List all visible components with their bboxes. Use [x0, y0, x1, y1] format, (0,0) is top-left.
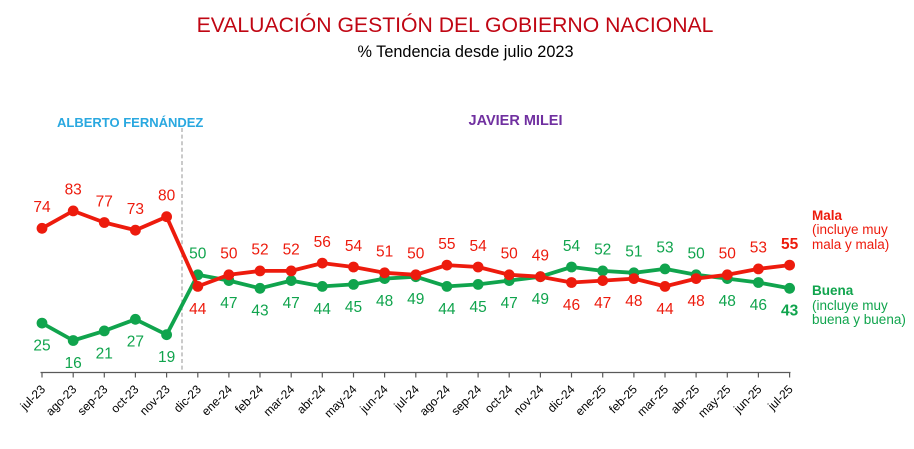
svg-text:may-24: may-24: [321, 382, 359, 420]
svg-text:47: 47: [283, 295, 300, 312]
svg-text:49: 49: [532, 248, 549, 265]
svg-text:48: 48: [687, 293, 704, 310]
svg-text:50: 50: [687, 246, 705, 263]
svg-text:sep-24: sep-24: [448, 382, 484, 418]
svg-text:25: 25: [33, 338, 50, 355]
svg-text:44: 44: [314, 301, 332, 318]
svg-text:ene-25: ene-25: [572, 382, 609, 419]
svg-text:50: 50: [220, 246, 238, 263]
svg-text:jun-24: jun-24: [357, 382, 391, 416]
svg-text:nov-24: nov-24: [511, 382, 547, 418]
svg-text:ago-23: ago-23: [43, 382, 80, 419]
svg-text:mar-24: mar-24: [261, 382, 298, 419]
svg-text:73: 73: [127, 201, 144, 218]
svg-text:47: 47: [501, 295, 518, 312]
svg-text:46: 46: [750, 297, 767, 314]
svg-text:55: 55: [781, 236, 799, 253]
svg-text:43: 43: [781, 303, 799, 320]
svg-text:44: 44: [656, 301, 674, 318]
svg-text:jun-25: jun-25: [730, 382, 764, 416]
svg-text:27: 27: [127, 334, 144, 351]
svg-text:44: 44: [189, 301, 207, 318]
svg-text:54: 54: [469, 238, 487, 255]
svg-text:50: 50: [189, 246, 207, 263]
svg-text:ago-24: ago-24: [417, 382, 454, 419]
svg-text:46: 46: [563, 297, 580, 314]
svg-text:mar-25: mar-25: [634, 382, 671, 419]
svg-text:sep-23: sep-23: [75, 382, 111, 418]
svg-text:47: 47: [594, 295, 611, 312]
svg-text:53: 53: [750, 240, 767, 257]
svg-text:oct-23: oct-23: [108, 382, 142, 416]
svg-text:52: 52: [594, 242, 611, 259]
svg-text:53: 53: [656, 240, 673, 257]
svg-text:80: 80: [158, 188, 176, 205]
svg-text:may-25: may-25: [695, 382, 733, 420]
svg-text:48: 48: [625, 293, 642, 310]
svg-text:49: 49: [407, 291, 424, 308]
svg-text:45: 45: [345, 299, 362, 316]
svg-text:50: 50: [407, 246, 425, 263]
svg-text:16: 16: [65, 355, 82, 372]
svg-text:45: 45: [469, 299, 486, 316]
svg-text:21: 21: [96, 345, 113, 362]
svg-text:48: 48: [376, 293, 393, 310]
svg-text:51: 51: [376, 244, 393, 261]
svg-text:50: 50: [501, 246, 519, 263]
svg-text:ene-24: ene-24: [199, 382, 236, 419]
svg-text:44: 44: [438, 301, 456, 318]
svg-text:50: 50: [719, 246, 737, 263]
svg-text:74: 74: [33, 199, 51, 216]
svg-text:54: 54: [563, 238, 581, 255]
svg-text:83: 83: [65, 182, 82, 199]
svg-text:56: 56: [314, 234, 331, 251]
svg-text:47: 47: [220, 295, 237, 312]
svg-text:49: 49: [532, 291, 549, 308]
svg-text:nov-23: nov-23: [137, 382, 173, 418]
svg-text:43: 43: [251, 303, 268, 320]
svg-text:55: 55: [438, 236, 455, 253]
svg-text:52: 52: [283, 242, 300, 259]
svg-text:48: 48: [719, 293, 736, 310]
svg-text:19: 19: [158, 349, 175, 366]
svg-text:oct-24: oct-24: [482, 382, 516, 416]
svg-text:51: 51: [625, 244, 642, 261]
svg-text:jul-25: jul-25: [764, 382, 796, 414]
svg-text:52: 52: [251, 242, 268, 259]
svg-text:77: 77: [96, 193, 113, 210]
svg-text:54: 54: [345, 238, 363, 255]
